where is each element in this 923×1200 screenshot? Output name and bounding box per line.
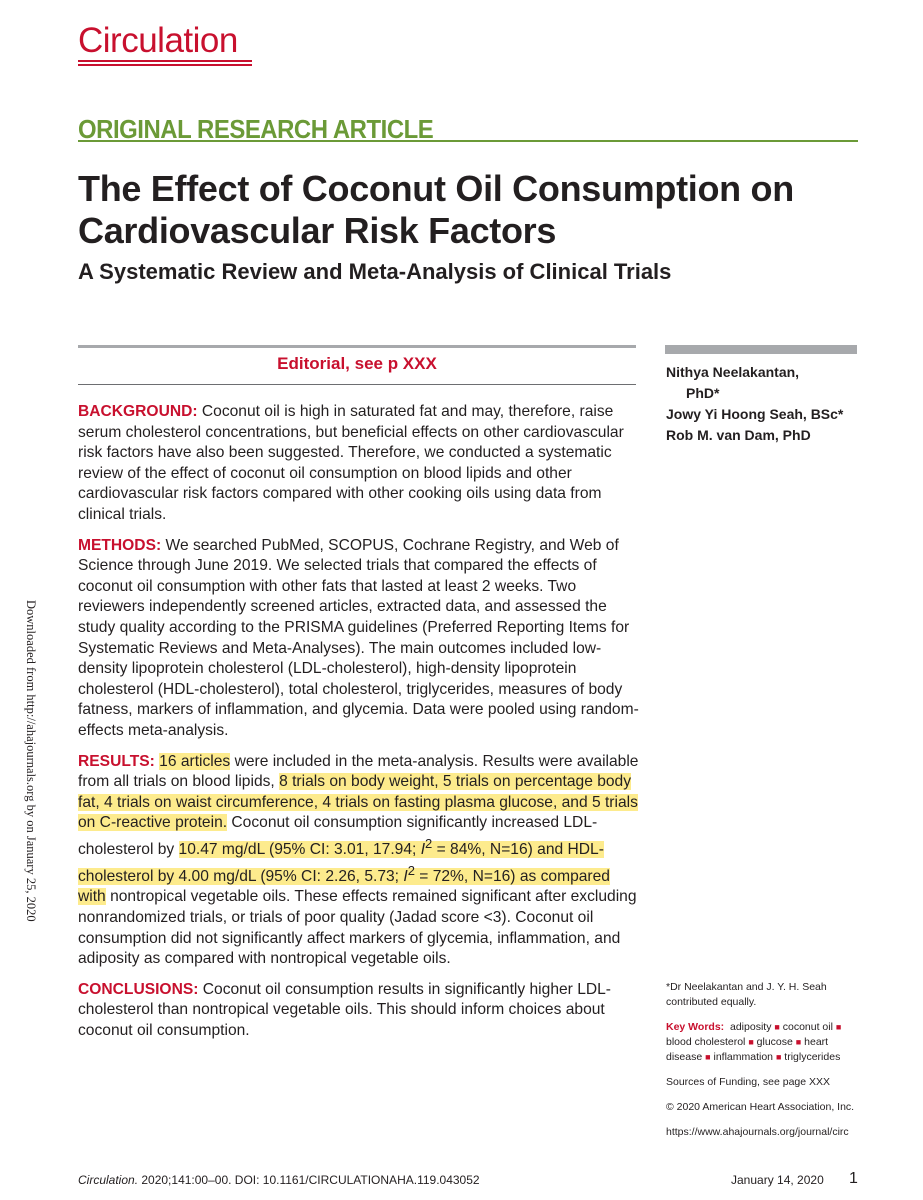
sup-b: 2 xyxy=(407,862,415,878)
i-squared-b: I xyxy=(403,867,408,885)
funding-note: Sources of Funding, see page XXX xyxy=(666,1076,831,1088)
article-subtitle: A Systematic Review and Meta-Analysis of… xyxy=(78,259,672,284)
article-type-rule xyxy=(78,140,858,142)
download-watermark: Downloaded from http://ahajournals.org b… xyxy=(24,600,38,922)
results-label: RESULTS: xyxy=(78,752,155,770)
footer-journal: Circulation. xyxy=(78,1173,139,1187)
results-text-3: nontropical vegetable oils. These effect… xyxy=(78,888,637,968)
results-text-1: were included in the meta-analysis. Resu… xyxy=(78,752,639,791)
methods-label: METHODS: xyxy=(78,536,162,554)
article-title: The Effect of Coconut Oil Consumption on… xyxy=(78,168,868,252)
journal-underline-second xyxy=(78,64,252,66)
results-hl3c: = 72%, N=16) as compared with xyxy=(78,867,610,906)
results-text-2: Coconut oil consumption significantly in… xyxy=(78,814,598,859)
conclusions-text: Coconut oil consumption results in signi… xyxy=(78,980,611,1039)
keyword-2: coconut oil xyxy=(782,1021,833,1033)
keyword-1: adiposity xyxy=(730,1021,772,1033)
abstract-top-bar xyxy=(78,345,636,348)
conclusions-label: CONCLUSIONS: xyxy=(78,980,199,998)
journal-name: Circulation xyxy=(78,21,238,60)
keywords-label: Key Words: xyxy=(666,1021,725,1033)
footer-citation: Circulation. 2020;141:00–00. DOI: 10.116… xyxy=(78,1172,480,1188)
abstract-methods: METHODS: We searched PubMed, SCOPUS, Coc… xyxy=(78,536,640,742)
author-bar xyxy=(665,345,857,354)
sidebar-notes: *Dr Neelakantan and J. Y. H. Seah contri… xyxy=(666,980,866,1150)
keyword-6: inflammation xyxy=(713,1051,774,1063)
journal-underline xyxy=(78,60,252,62)
author-2: Jowy Yi Hoong Seah, BSc* xyxy=(666,406,844,422)
keyword-4: glucose xyxy=(756,1036,793,1048)
keyword-7: triglycerides xyxy=(784,1051,841,1063)
journal-url[interactable]: https://www.ahajournals.org/journal/circ xyxy=(666,1126,849,1138)
title-line-2: Cardiovascular Risk Factors xyxy=(78,210,557,251)
results-hl3a: 10.47 mg/dL (95% CI: 3.01, 17.94; xyxy=(178,841,421,859)
author-1-degree: PhD* xyxy=(686,385,720,401)
abstract-conclusions: CONCLUSIONS: Coconut oil consumption res… xyxy=(78,980,640,1042)
keyword-5: heart disease xyxy=(666,1036,829,1063)
footer-date: January 14, 2020 xyxy=(731,1173,824,1187)
abstract-background: BACKGROUND: Coconut oil is high in satur… xyxy=(78,402,640,526)
editorial-rule xyxy=(78,384,636,385)
sup-a: 2 xyxy=(425,835,433,851)
results-hl3b: = 84%, N=16) and HDL-cholesterol by 4.00… xyxy=(78,841,604,885)
keywords: Key Words: adiposity ■ coconut oil ■ blo… xyxy=(666,1021,842,1063)
i-squared-a: I xyxy=(420,841,426,859)
abstract-results: RESULTS: 16 articles were included in th… xyxy=(78,752,640,970)
background-label: BACKGROUND: xyxy=(78,403,198,420)
editorial-link[interactable]: Editorial, see p XXX xyxy=(277,354,437,373)
author-3: Rob M. van Dam, PhD xyxy=(666,427,811,443)
footer-doi: 2020;141:00–00. DOI: 10.1161/CIRCULATION… xyxy=(138,1173,480,1187)
author-list: Nithya Neelakantan, PhD* Jowy Yi Hoong S… xyxy=(666,362,866,446)
equal-contribution-note: *Dr Neelakantan and J. Y. H. Seah contri… xyxy=(666,981,827,1008)
page-number: 1 xyxy=(849,1170,858,1187)
background-text: Coconut oil is high in saturated fat and… xyxy=(78,403,624,523)
copyright: © 2020 American Heart Association, Inc. xyxy=(666,1101,855,1113)
keyword-3: blood cholesterol xyxy=(666,1036,746,1048)
article-type: ORIGINAL RESEARCH ARTICLE xyxy=(78,114,434,144)
author-1-name: Nithya Neelakantan, xyxy=(666,364,800,380)
highlight-articles: 16 articles xyxy=(159,752,231,770)
abstract: BACKGROUND: Coconut oil is high in satur… xyxy=(78,402,640,1052)
title-line-1: The Effect of Coconut Oil Consumption on xyxy=(78,168,794,209)
methods-text: We searched PubMed, SCOPUS, Cochrane Reg… xyxy=(78,536,639,739)
